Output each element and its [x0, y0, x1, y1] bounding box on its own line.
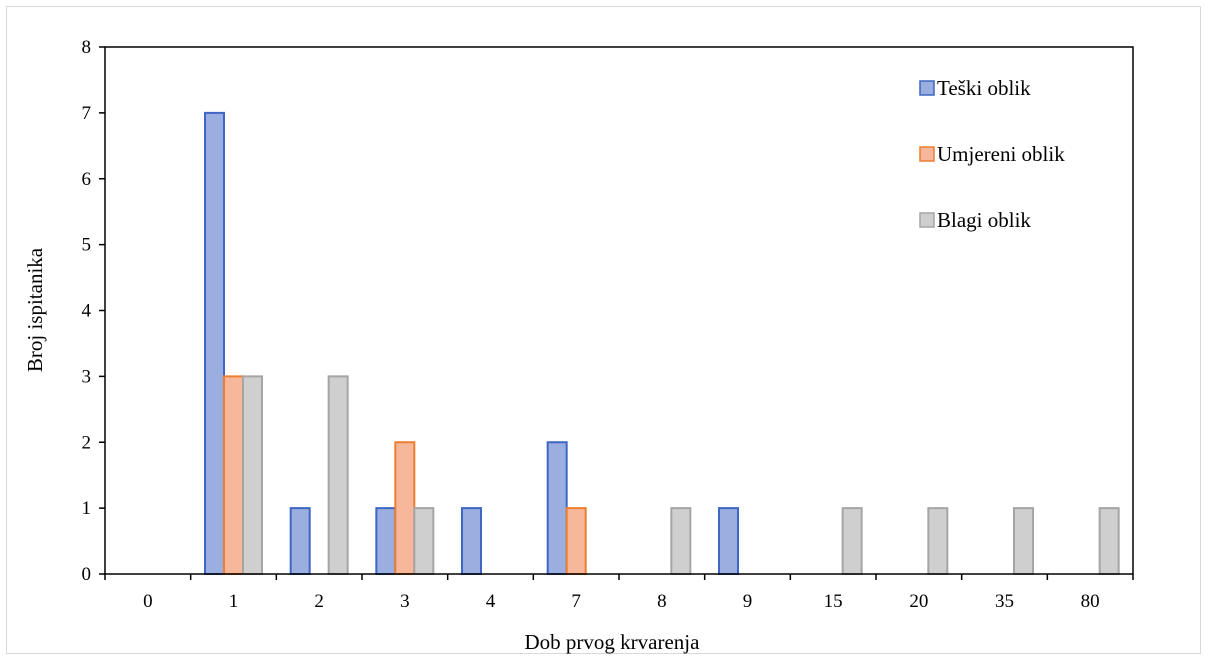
x-axis-title: Dob prvog krvarenja: [525, 630, 701, 654]
y-axis-title: Broj ispitanika: [23, 247, 47, 372]
bars-group: [204, 111, 1120, 575]
bar-blagi-oblik-2: [327, 375, 349, 575]
bar-blagi-oblik-8: [670, 507, 692, 575]
bar-blagi-oblik-80: [1098, 507, 1120, 575]
bar-teški-oblik-4: [461, 507, 482, 575]
y-tick-label: 1: [82, 498, 92, 519]
bar-teški-oblik-9: [718, 507, 739, 575]
x-tick-label: 35: [995, 591, 1014, 612]
bar-blagi-oblik-35: [1013, 507, 1034, 575]
y-tick-label: 5: [82, 235, 92, 256]
legend: Teški oblik Umjereni oblik Blagi oblik: [919, 76, 1065, 232]
chart-frame: [6, 6, 1201, 654]
bar-umjereni-oblik-7: [565, 507, 587, 575]
y-tick-labels: 0 1 2 3 4 5 6 7 8: [82, 37, 92, 585]
x-tick-labels: 0 1 2 3 4 7 8 9 15 20 35 80: [143, 591, 1100, 612]
x-tick-label: 80: [1081, 591, 1100, 612]
bar-blagi-oblik-20: [927, 507, 949, 575]
y-tick-label: 3: [82, 366, 92, 387]
x-tick-label: 8: [657, 591, 667, 612]
bar-blagi-oblik-3: [413, 507, 435, 575]
legend-swatch: [919, 146, 935, 162]
y-tick-label: 2: [82, 432, 92, 453]
bar-umjereni-oblik-1: [223, 375, 244, 575]
x-tick-label: 3: [400, 591, 410, 612]
x-tick-label: 2: [314, 591, 324, 612]
y-tick-label: 8: [82, 37, 92, 58]
legend-swatch: [919, 80, 935, 96]
legend-label: Blagi oblik: [937, 208, 1031, 232]
y-tick-label: 6: [82, 169, 92, 190]
bar-blagi-oblik-15: [841, 507, 863, 575]
x-tick-label: 4: [486, 591, 496, 612]
legend-label: Teški oblik: [937, 76, 1031, 100]
y-tick-label: 0: [82, 564, 92, 585]
bar-teški-oblik-1: [204, 111, 225, 575]
x-tick-label: 0: [143, 591, 153, 612]
bar-teški-oblik-3: [375, 507, 397, 575]
bar-blagi-oblik-1: [242, 375, 263, 575]
x-tick-label: 20: [909, 591, 928, 612]
y-tick-label: 7: [82, 103, 92, 124]
bar-teški-oblik-7: [546, 441, 568, 575]
x-tick-label: 1: [229, 591, 239, 612]
axes-group: [99, 46, 1134, 580]
x-tick-label: 15: [824, 591, 843, 612]
bar-teški-oblik-2: [289, 507, 311, 575]
x-tick-label: 7: [571, 591, 581, 612]
bar-umjereni-oblik-3: [394, 441, 416, 575]
legend-label: Umjereni oblik: [937, 142, 1065, 166]
legend-swatch: [919, 212, 935, 228]
y-tick-label: 4: [82, 301, 92, 322]
x-tick-label: 9: [743, 591, 753, 612]
